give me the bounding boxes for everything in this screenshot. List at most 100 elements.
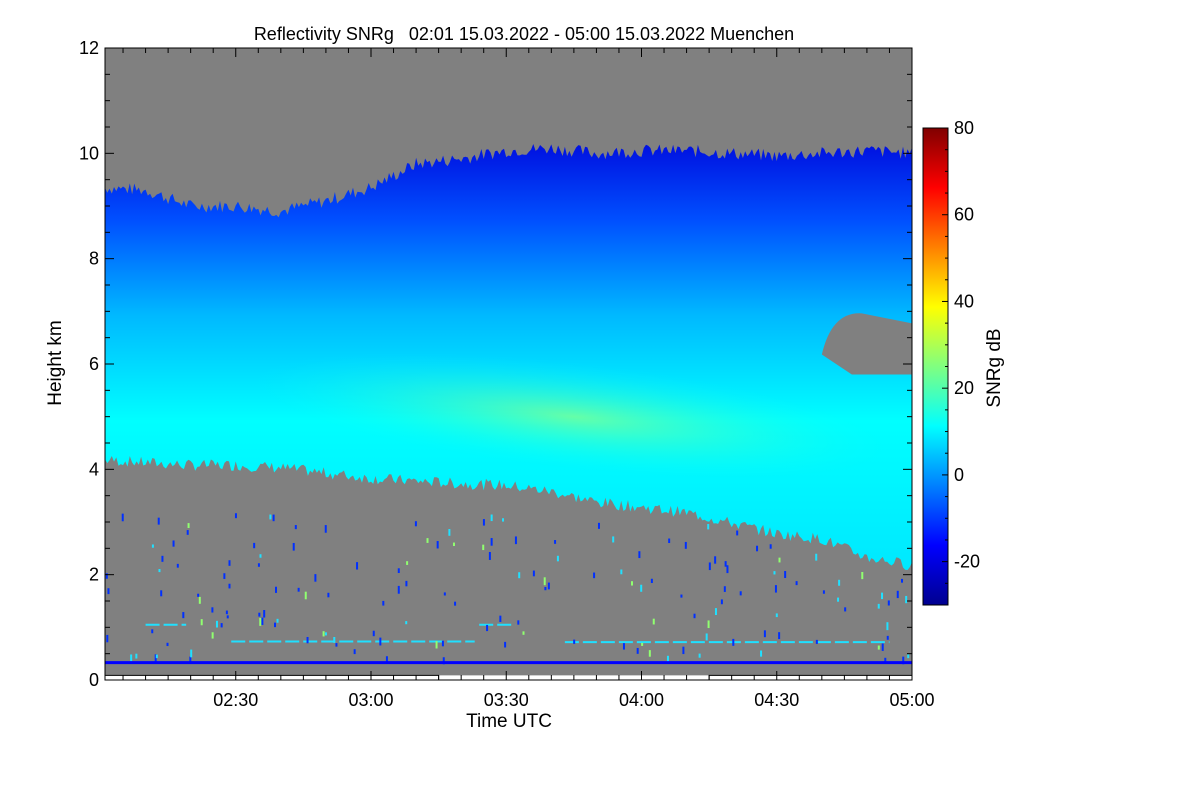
noise-dot	[518, 572, 521, 579]
y-tick-label: 4	[89, 459, 99, 479]
noise-dot	[198, 596, 201, 604]
noise-dot	[693, 613, 696, 619]
colorbar-tick-label: 80	[954, 118, 974, 138]
noise-dot	[225, 610, 228, 615]
x-axis-title: Time UTC	[466, 711, 552, 732]
noise-dot	[333, 636, 336, 643]
chart-title: Reflectivity SNRg 02:01 15.03.2022 - 05:…	[254, 24, 794, 44]
noise-dot	[157, 517, 160, 525]
noise-dot	[228, 583, 231, 589]
noise-dot	[775, 613, 778, 618]
noise-dot	[896, 590, 899, 599]
noise-dot	[261, 617, 264, 625]
noise-dot	[907, 654, 910, 659]
x-axis: 02:30 03:00 03:30 04:00 04:30 05:00	[122, 48, 935, 710]
noise-dot	[815, 639, 818, 644]
noise-dot	[257, 563, 260, 567]
noise-dot	[172, 540, 175, 547]
noise-dot	[382, 600, 385, 606]
noise-dot	[414, 521, 417, 527]
noise-dot	[504, 641, 507, 648]
noise-dot	[837, 597, 840, 602]
noise-dot	[130, 654, 133, 662]
noise-dot	[211, 607, 214, 613]
bottom-status-strip	[105, 674, 912, 680]
noise-dot	[135, 653, 138, 659]
colorbar	[922, 127, 949, 606]
plot-area	[105, 48, 912, 680]
noise-dot	[372, 630, 375, 637]
y-tick-label: 8	[89, 249, 99, 269]
noise-dot	[322, 631, 325, 637]
noise-dot	[160, 590, 163, 597]
noise-dot	[155, 654, 158, 659]
noise-dot	[724, 561, 727, 567]
noise-dot	[253, 542, 256, 549]
noise-dot	[622, 643, 625, 650]
noise-dot	[822, 590, 825, 594]
noise-dot	[490, 514, 493, 522]
noise-dot	[220, 623, 223, 628]
noise-dot	[795, 581, 798, 586]
noise-dot	[454, 601, 457, 606]
noise-dot	[736, 530, 739, 536]
noise-dot	[652, 618, 655, 625]
noise-dot	[739, 591, 742, 596]
noise-dot	[166, 642, 169, 647]
noise-dot	[488, 552, 491, 560]
noise-dot	[105, 573, 108, 579]
noise-dot	[215, 620, 218, 628]
noise-dot	[211, 632, 214, 639]
noise-dot	[304, 591, 307, 600]
noise-dot	[151, 544, 154, 548]
colorbar-tick-label: 60	[954, 205, 974, 225]
noise-dot	[234, 513, 237, 519]
noise-dot	[517, 620, 520, 625]
noise-dot	[258, 612, 261, 617]
noise-dot	[406, 561, 409, 565]
noise-dot	[556, 555, 559, 562]
noise-dot	[723, 586, 726, 592]
noise-dot	[154, 654, 157, 662]
x-tick-label: 03:00	[348, 690, 393, 710]
noise-dot	[186, 530, 189, 535]
noise-dot	[684, 541, 687, 549]
x-tick-label: 05:00	[889, 690, 934, 710]
noise-dot	[436, 541, 439, 549]
noise-dot	[778, 557, 781, 563]
noise-dot	[297, 587, 300, 592]
noise-dot	[886, 622, 889, 631]
colorbar-tick-label: -20	[954, 552, 980, 572]
noise-dot	[573, 639, 576, 644]
noise-dot	[877, 645, 880, 650]
noise-dot	[861, 571, 864, 580]
y-tick-label: 12	[79, 38, 99, 58]
noise-dot	[335, 643, 338, 647]
noise-dot	[881, 592, 884, 600]
cloud-core-high-reflectivity	[245, 351, 903, 482]
noise-dot	[482, 544, 485, 551]
noise-dot	[638, 551, 641, 559]
noise-dot	[385, 656, 388, 664]
noise-dot	[435, 641, 438, 649]
noise-dot	[397, 568, 400, 574]
noise-dot	[544, 586, 547, 591]
noise-dot	[707, 523, 710, 530]
noise-dot	[441, 640, 444, 647]
noise-dot	[620, 569, 623, 575]
noise-dot	[353, 649, 356, 655]
noise-dot	[442, 657, 445, 665]
noise-dot	[226, 615, 229, 619]
noise-dot	[630, 581, 633, 586]
y-axis-title: Height km	[45, 320, 66, 406]
noise-dot	[514, 536, 517, 545]
noise-dot	[707, 620, 710, 629]
noise-dot	[886, 635, 889, 640]
noise-dot	[269, 514, 272, 520]
noise-dot	[732, 638, 735, 646]
noise-dot	[532, 570, 535, 577]
noise-dot	[668, 538, 671, 544]
noise-speckles	[105, 513, 910, 665]
status-strip-step	[105, 674, 912, 680]
noise-dot	[426, 538, 429, 543]
